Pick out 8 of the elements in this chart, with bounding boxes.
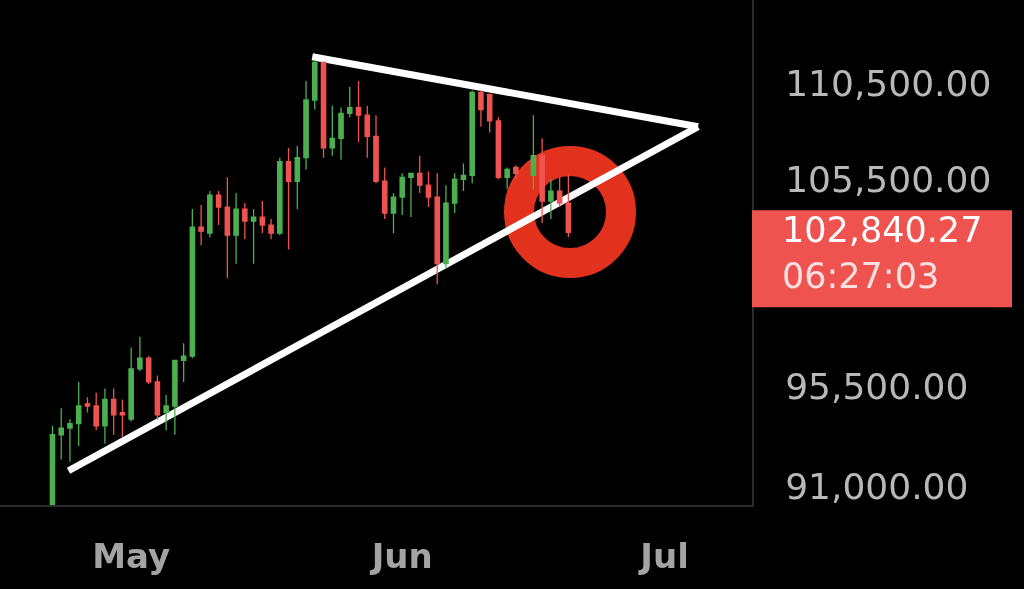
y-tick-label: 105,500.00 (785, 158, 992, 200)
y-tick-label: 91,000.00 (785, 466, 969, 508)
x-tick-label: May (92, 535, 171, 576)
y-tick-label: 95,500.00 (785, 365, 969, 407)
x-tick-label: Jun (369, 535, 433, 576)
text: 102,840.27 06:27:03 (782, 210, 983, 296)
x-tick-label: Jul (638, 535, 689, 576)
y-tick-label: 110,500.00 (785, 62, 992, 104)
